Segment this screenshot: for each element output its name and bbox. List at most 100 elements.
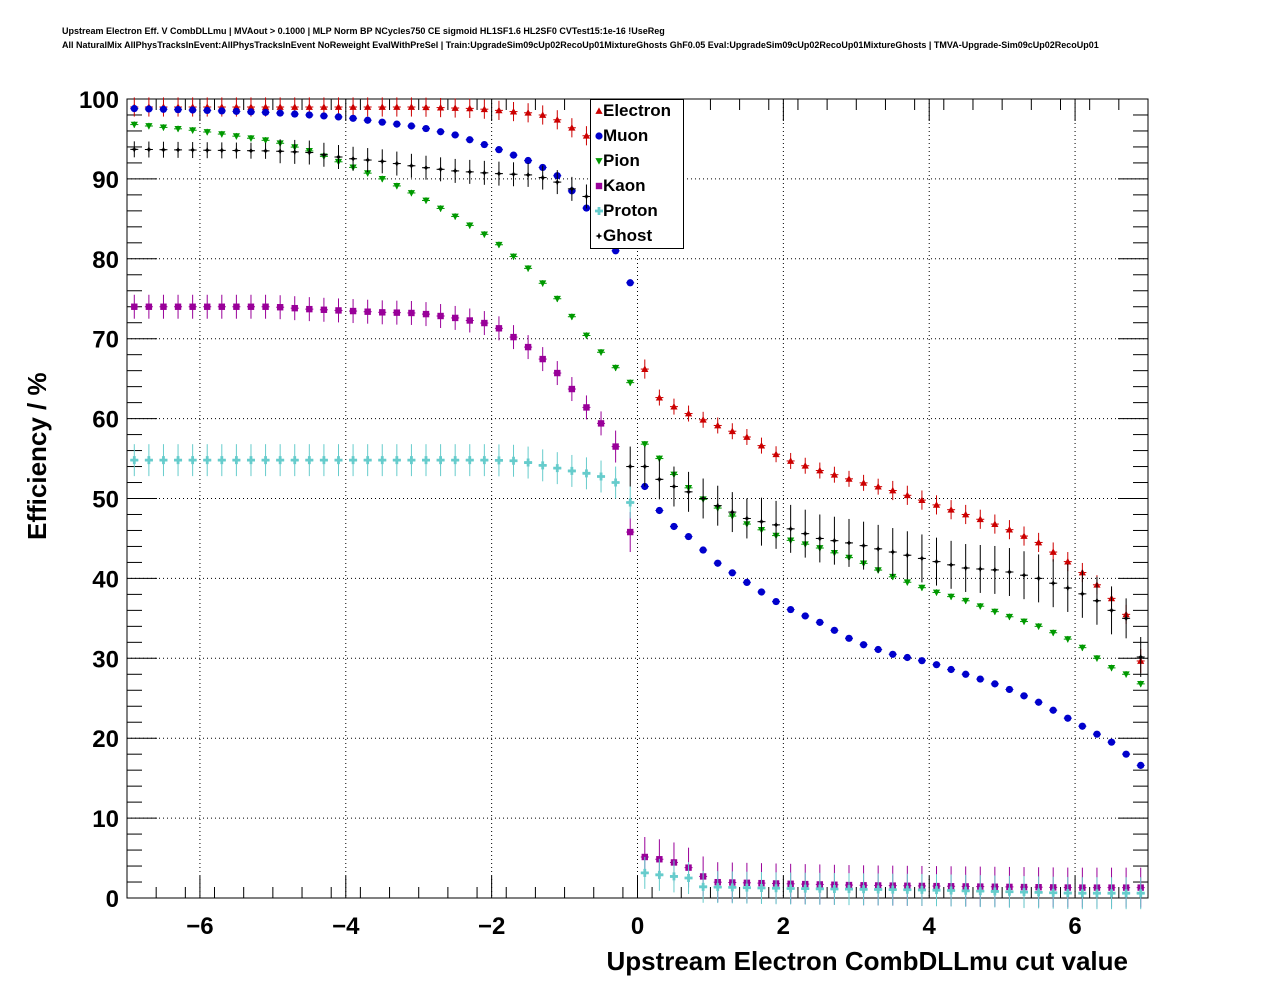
- data-point-proton: [159, 456, 168, 465]
- data-point-ghost: [262, 147, 270, 155]
- data-point-kaon: [320, 306, 328, 313]
- data-point-muon: [801, 612, 809, 620]
- data-point-muon: [480, 140, 488, 149]
- data-point-proton: [436, 456, 445, 465]
- data-point-electron: [364, 103, 372, 110]
- data-point-proton: [1078, 889, 1087, 898]
- legend-marker-pion: [595, 158, 603, 165]
- data-point-ghost: [451, 167, 459, 175]
- data-point-kaon: [349, 307, 357, 315]
- data-point-pion: [189, 127, 197, 134]
- data-point-electron: [261, 103, 270, 110]
- data-point-electron: [976, 515, 984, 523]
- data-point-proton: [261, 456, 270, 465]
- data-point-electron: [816, 466, 824, 474]
- data-point-kaon: [306, 305, 313, 313]
- data-point-ghost: [145, 146, 153, 154]
- data-point-ghost: [480, 169, 488, 177]
- x-tick-label: −2: [478, 913, 505, 940]
- data-point-pion: [407, 190, 416, 197]
- data-point-proton: [217, 456, 226, 465]
- data-point-pion: [495, 241, 503, 249]
- data-point-ghost: [1005, 568, 1013, 576]
- data-point-proton: [363, 456, 372, 465]
- data-point-ghost: [655, 475, 663, 483]
- data-point-muon: [830, 626, 839, 634]
- data-point-ghost: [874, 545, 882, 553]
- data-point-proton: [407, 456, 416, 465]
- x-axis-label: Upstream Electron CombDLLmu cut value: [606, 946, 1128, 976]
- data-point-electron: [874, 483, 882, 490]
- data-point-proton: [465, 456, 474, 465]
- data-point-proton: [1136, 889, 1145, 898]
- data-point-muon: [889, 650, 897, 658]
- data-point-muon: [247, 108, 255, 116]
- data-point-electron: [334, 103, 343, 110]
- data-point-pion: [962, 597, 970, 605]
- data-point-muon: [947, 665, 955, 674]
- data-point-kaon: [408, 309, 415, 317]
- data-point-muon: [232, 107, 240, 115]
- data-point-electron: [451, 104, 459, 111]
- data-point-electron: [407, 103, 416, 110]
- data-point-muon: [320, 112, 328, 120]
- data-point-kaon: [204, 303, 211, 310]
- chart-title-line-2: All NaturalMix AllPhysTracksInEvent:AllP…: [62, 40, 1099, 50]
- y-tick-label: 50: [92, 487, 119, 514]
- data-point-ghost: [699, 495, 707, 502]
- legend-marker-kaon: [595, 182, 603, 190]
- data-point-pion: [218, 131, 226, 138]
- data-point-muon: [218, 107, 226, 115]
- legend-entry-pion: Pion: [591, 150, 683, 175]
- data-point-electron: [830, 471, 839, 478]
- data-point-muon: [684, 532, 693, 541]
- data-point-pion: [203, 129, 211, 136]
- data-point-proton: [815, 884, 824, 893]
- data-point-kaon: [481, 319, 488, 327]
- data-point-proton: [742, 883, 751, 892]
- legend-label: Electron: [603, 101, 672, 120]
- data-point-pion: [509, 253, 518, 261]
- data-point-kaon: [495, 325, 503, 332]
- data-point-electron: [801, 462, 809, 469]
- y-tick-label: 0: [106, 886, 119, 913]
- data-point-proton: [1092, 889, 1101, 898]
- data-point-muon: [1078, 722, 1086, 730]
- data-point-electron: [903, 491, 911, 499]
- data-point-proton: [232, 456, 241, 465]
- data-point-proton: [1005, 887, 1014, 896]
- data-point-pion: [903, 579, 911, 586]
- data-point-kaon: [393, 309, 401, 316]
- data-point-pion: [436, 205, 445, 213]
- data-point-pion: [641, 441, 649, 448]
- data-point-proton: [947, 886, 956, 895]
- data-point-pion: [232, 133, 240, 140]
- data-point-ghost: [743, 514, 751, 522]
- data-point-electron: [524, 109, 532, 116]
- data-point-pion: [626, 379, 634, 387]
- data-point-electron: [859, 479, 868, 486]
- data-series: [130, 97, 1145, 910]
- data-point-proton: [903, 885, 912, 894]
- data-point-proton: [728, 883, 737, 892]
- data-point-proton: [246, 456, 255, 465]
- data-point-electron: [947, 506, 955, 513]
- data-point-muon: [845, 634, 853, 642]
- data-point-electron: [276, 103, 284, 110]
- data-point-ghost: [276, 147, 284, 155]
- data-point-kaon: [247, 303, 255, 310]
- data-point-ghost: [364, 156, 372, 164]
- data-point-electron: [757, 442, 766, 449]
- data-point-proton: [392, 456, 401, 465]
- y-tick-label: 100: [79, 87, 119, 114]
- data-point-electron: [247, 103, 255, 110]
- data-point-ghost: [130, 145, 138, 153]
- data-point-proton: [567, 466, 576, 475]
- data-point-muon: [1049, 706, 1057, 714]
- data-point-kaon: [510, 333, 517, 341]
- data-point-ghost: [1137, 653, 1145, 661]
- data-point-proton: [480, 456, 489, 465]
- legend-marker-shape: [595, 182, 603, 190]
- y-axis-label: Efficiency / %: [22, 372, 52, 540]
